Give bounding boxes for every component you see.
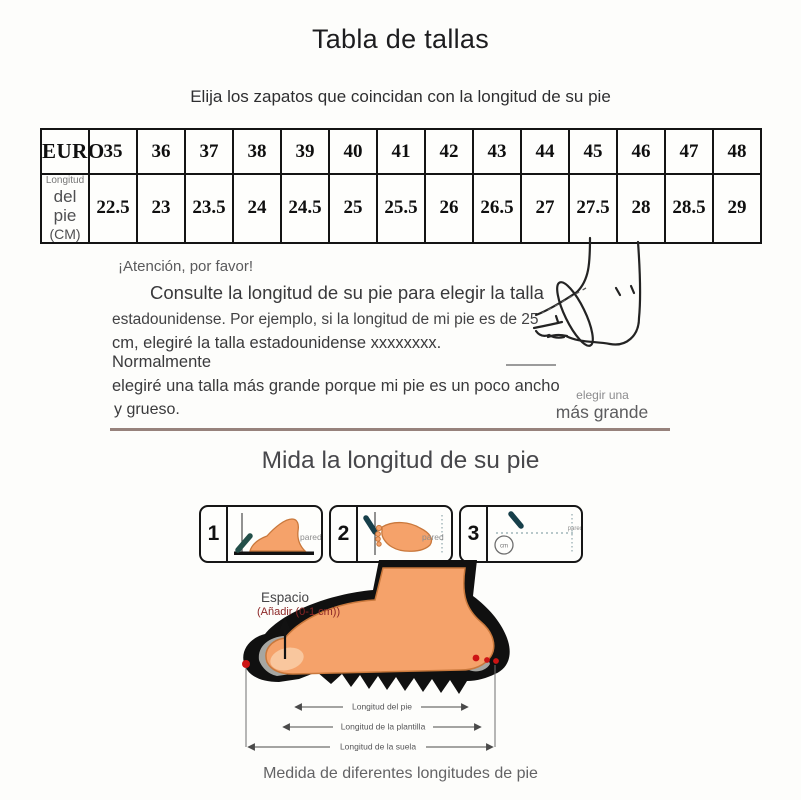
- step-1-illustration: pared: [228, 507, 321, 561]
- size-cell: 39: [280, 128, 330, 175]
- size-cell: 44: [520, 128, 570, 175]
- length-cell: 25.5: [376, 173, 426, 244]
- space-note: (Añadir (0-1 cm)): [257, 606, 340, 618]
- length-cell: 28: [616, 173, 666, 244]
- attention-line: estadounidense. Por ejemplo, si la longi…: [112, 311, 539, 328]
- callout-line: [506, 364, 556, 366]
- attention-line: y grueso.: [114, 401, 180, 418]
- size-cell: 45: [568, 128, 618, 175]
- step-3-illustration: cm pared: [488, 507, 581, 561]
- step-2-box: 2 pared: [329, 505, 453, 563]
- foot-length-label-unit: (CM): [49, 225, 81, 242]
- up-arrow-icon: [279, 617, 291, 630]
- measure-steps: 1 pared 2: [199, 505, 583, 563]
- attention-line: cm, elegiré la talla estadounidense xxxx…: [112, 334, 442, 371]
- wall-label: pared: [300, 532, 322, 542]
- length-cell: 26: [424, 173, 474, 244]
- cm-badge-icon: [494, 535, 514, 555]
- length-cell: 28.5: [664, 173, 714, 244]
- toe-highlight-icon: [270, 647, 304, 671]
- length-cell: 25: [328, 173, 378, 244]
- attention-block: ¡Atención, por favor! Consulte la longit…: [112, 258, 560, 419]
- floor-line-icon: [234, 551, 314, 555]
- foot-length-label-main: del pie: [53, 186, 77, 226]
- step-1-box: 1 pared: [199, 505, 323, 563]
- ankle-sketch-illustration: [532, 236, 642, 347]
- attention-line: Consulte la longitud de su pie para eleg…: [150, 282, 544, 303]
- space-label: Espacio: [261, 590, 309, 605]
- length-cell: 26.5: [472, 173, 522, 244]
- step-2-number: 2: [331, 507, 358, 561]
- attention-line: elegiré una talla más grande porque mi p…: [112, 377, 560, 395]
- size-cell: 35: [88, 128, 138, 175]
- length-cell: 24.5: [280, 173, 330, 244]
- step-1-number: 1: [201, 507, 228, 561]
- size-cell: 36: [136, 128, 186, 175]
- page-title: Tabla de tallas: [311, 24, 490, 54]
- step-3-box: 3 cm pared: [459, 505, 583, 563]
- foot-length-label-small: Longitud: [45, 175, 85, 186]
- diagram-caption: Medida de diferentes longitudes de pie: [263, 765, 538, 782]
- note-bigger-size: más grande: [555, 402, 649, 422]
- euro-header-cell: EURO: [40, 128, 104, 175]
- length-cell: 22.5: [88, 173, 138, 244]
- wall-label: pared: [422, 532, 444, 542]
- step-2-illustration: pared: [358, 507, 451, 561]
- pen-icon: [235, 533, 253, 553]
- size-cell: 43: [472, 128, 522, 175]
- page-subtitle: Elija los zapatos que coincidan con la l…: [190, 87, 611, 106]
- section-divider: [110, 428, 670, 431]
- length-cell: 27.5: [568, 173, 618, 244]
- size-table: EURO 35 36 37 38 39 40 41 42 43 44 45 46 47 48 Longit…: [40, 128, 762, 244]
- size-table-length-row: Longitud del pie (CM) 22.5 23 23.5 24 24.5 25…: [40, 173, 762, 244]
- measure-heading: Mida la longitud de su pie: [261, 447, 540, 474]
- wall-label: pared: [568, 526, 583, 532]
- step-3-number: 3: [461, 507, 488, 561]
- size-cell: 48: [712, 128, 762, 175]
- size-cell: 37: [184, 128, 234, 175]
- foot-measure-diagram: Espacio (Añadir (0-1 cm)) Longitud del p…: [242, 560, 510, 752]
- heel-dot-icon: [493, 658, 499, 664]
- note-choose-one: elegir una: [576, 388, 629, 402]
- length-cell: 29: [712, 173, 762, 244]
- size-cell: 46: [616, 128, 666, 175]
- heel-dot-icon: [472, 654, 480, 662]
- length-cell: 27: [520, 173, 570, 244]
- length-cell: 23.5: [184, 173, 234, 244]
- foot-side-icon: [249, 518, 307, 552]
- arrow-label-sole-length: Longitud de la suela: [340, 742, 416, 752]
- attention-line: ¡Atención, por favor!: [118, 258, 254, 275]
- heel-dot-icon: [484, 657, 490, 663]
- cm-badge-label: cm: [500, 544, 508, 550]
- pen-icon: [363, 515, 378, 535]
- size-cell: 40: [328, 128, 378, 175]
- foot-top-icon: [375, 521, 433, 552]
- foot-length-header-cell: Longitud del pie (CM): [40, 173, 90, 244]
- size-cell: 47: [664, 128, 714, 175]
- toe-dot-icon: [242, 660, 250, 668]
- size-cell: 42: [424, 128, 474, 175]
- size-cell: 41: [376, 128, 426, 175]
- size-table-header-row: EURO 35 36 37 38 39 40 41 42 43 44 45 46 47 48: [40, 128, 762, 175]
- length-cell: 23: [136, 173, 186, 244]
- arrow-label-insole-length: Longitud de la plantilla: [341, 722, 426, 732]
- pen-icon: [508, 511, 524, 529]
- arrow-label-foot-length: Longitud del pie: [352, 702, 412, 712]
- length-cell: 24: [232, 173, 282, 244]
- size-cell: 38: [232, 128, 282, 175]
